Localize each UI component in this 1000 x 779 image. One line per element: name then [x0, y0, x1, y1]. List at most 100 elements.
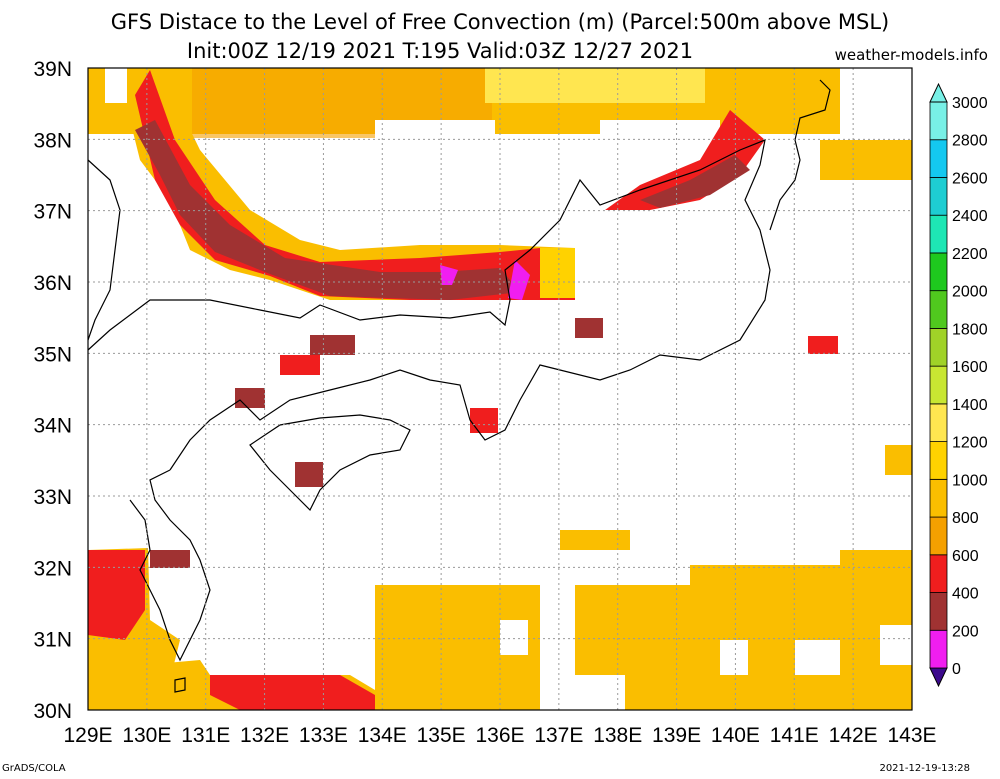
fill-gap: [575, 675, 625, 710]
colorbar-arrow-high: [929, 82, 948, 103]
honshu-coastline: [87, 139, 771, 471]
latitude-tick-label: 34N: [33, 415, 72, 438]
latitude-labels: 30N 31N 32N 33N 34N 35N 36N 37N 38N 39N: [33, 58, 72, 723]
colorbar-tick-label: 2200: [952, 246, 988, 263]
longitude-tick-label: 138E: [593, 724, 642, 747]
colorbar-segment: [929, 478, 948, 518]
fill-region: [135, 120, 520, 300]
latitude-tick-label: 31N: [33, 629, 72, 652]
colorbar-tick-label: 800: [952, 510, 979, 527]
lfc-fill-layer: [88, 68, 912, 710]
fill-gap: [720, 640, 748, 675]
longitude-tick-label: 140E: [711, 724, 760, 747]
fill-gap: [840, 68, 912, 140]
colorbar-tick-label: 3000: [952, 95, 988, 112]
fill-region: [470, 408, 498, 433]
colorbar-tick-label: 1400: [952, 397, 988, 414]
hokkaido-coastline: [769, 79, 831, 231]
colorbar-arrow-low: [929, 667, 948, 688]
fill-gap: [880, 625, 912, 665]
fill-region: [640, 155, 750, 208]
fill-gap: [105, 68, 127, 103]
latitude-tick-label: 32N: [33, 557, 72, 580]
longitude-tick-label: 129E: [63, 724, 112, 747]
colorbar-segment: [929, 290, 948, 329]
fill-gap: [500, 620, 528, 655]
colorbar-tick-label: 2600: [952, 170, 988, 187]
island-coastline: [174, 677, 186, 693]
grid-layer: [88, 68, 912, 710]
colorbar-segment: [929, 629, 948, 669]
colorbar-tick-label: 2400: [952, 208, 988, 225]
fill-region: [605, 110, 765, 210]
longitude-tick-label: 136E: [475, 724, 524, 747]
colorbar-segment: [929, 252, 948, 292]
colorbar-tick-label: 1600: [952, 359, 988, 376]
chart-subtitle: Init:00Z 12/19 2021 T:195 Valid:03Z 12/2…: [186, 39, 694, 63]
colorbar-tick-label: 400: [952, 586, 979, 603]
longitude-tick-label: 137E: [534, 724, 583, 747]
latitude-tick-label: 30N: [33, 700, 72, 723]
latitude-tick-label: 38N: [33, 129, 72, 152]
fill-gap: [795, 640, 840, 675]
fill-region: [485, 68, 705, 103]
coastline-layer: [87, 79, 831, 693]
colorbar-segment: [929, 516, 948, 556]
colorbar-labels: 0 200 400 600 800 1000 1200 1400 1600 1800 2000 220…: [952, 95, 988, 678]
colorbar-tick-label: 1200: [952, 435, 988, 452]
colorbar-segment: [929, 177, 948, 216]
shikoku-coastline: [249, 414, 411, 512]
website-label: weather-models.info: [834, 46, 988, 64]
fill-region: [280, 355, 320, 375]
latitude-tick-label: 35N: [33, 343, 72, 366]
chart-title: GFS Distace to the Level of Free Convect…: [110, 10, 890, 34]
fill-region: [540, 248, 575, 298]
fill-region: [235, 388, 265, 408]
fill-region: [210, 675, 375, 710]
colorbar-segment: [929, 139, 948, 178]
colorbar-tick-label: 600: [952, 548, 979, 565]
longitude-tick-label: 131E: [181, 724, 230, 747]
colorbar-segment: [929, 365, 948, 405]
fill-region: [575, 318, 603, 338]
latitude-tick-label: 33N: [33, 486, 72, 509]
fill-region: [508, 260, 530, 300]
longitude-tick-label: 132E: [240, 724, 289, 747]
longitude-tick-label: 130E: [122, 724, 171, 747]
colorbar-tick-label: 1800: [952, 321, 988, 338]
fill-region: [375, 585, 540, 710]
latitude-tick-label: 36N: [33, 272, 72, 295]
korea-coastline: [87, 159, 121, 341]
fill-region: [295, 462, 323, 487]
longitude-tick-label: 139E: [652, 724, 701, 747]
longitude-labels: 129E 130E 131E 132E 133E 134E 135E 136E 137E 138E…: [63, 724, 936, 747]
fill-region: [150, 550, 190, 568]
colorbar-segment: [929, 592, 948, 631]
latitude-tick-label: 39N: [33, 58, 72, 81]
colorbar-segment: [929, 441, 948, 480]
colorbar-tick-label: 0: [952, 661, 961, 678]
longitude-tick-label: 143E: [887, 724, 936, 747]
latitude-tick-label: 37N: [33, 201, 72, 224]
colorbar-tick-label: 2800: [952, 133, 988, 150]
fill-region: [440, 265, 458, 285]
longitude-tick-label: 142E: [829, 724, 878, 747]
colorbar-segment: [929, 101, 948, 141]
colorbar-segment: [929, 214, 948, 254]
colorbar-segment: [929, 554, 948, 593]
map-frame: [87, 67, 913, 711]
longitude-tick-label: 133E: [299, 724, 348, 747]
fill-region: [560, 530, 630, 550]
footer-left: GrADS/COLA: [2, 763, 66, 774]
colorbar-segment: [929, 403, 948, 443]
fill-region: [690, 565, 840, 610]
fill-region: [808, 336, 838, 354]
fill-region: [310, 335, 355, 355]
colorbar-tick-label: 200: [952, 623, 979, 640]
kyushu-coastline: [129, 469, 211, 662]
longitude-tick-label: 141E: [770, 724, 819, 747]
footer-right: 2021-12-19-13:28: [879, 763, 970, 774]
colorbar-tick-label: 2000: [952, 284, 988, 301]
fill-region: [885, 445, 912, 475]
